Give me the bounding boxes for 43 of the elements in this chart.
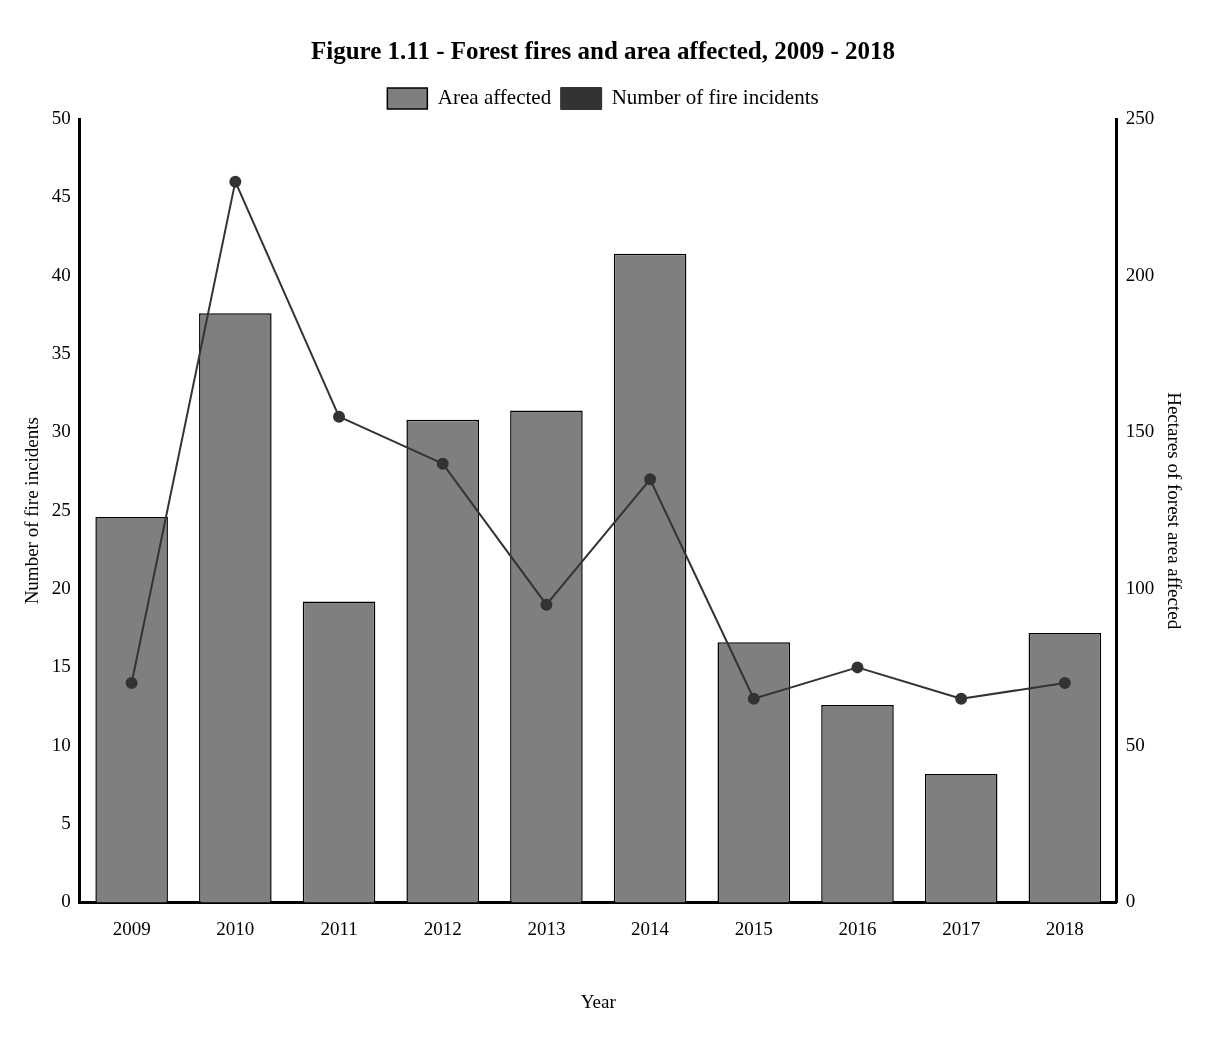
- y-tick-label: 10: [51, 733, 71, 755]
- legend-label: Number of fire incidents: [611, 85, 819, 110]
- x-tick-label: 2018: [1045, 917, 1084, 939]
- y-tick-label: 5: [61, 812, 71, 834]
- y2-tick-label: 0: [1125, 890, 1136, 912]
- x-tick-label: 2016: [838, 917, 877, 939]
- x-tick-label: 2010: [216, 917, 255, 939]
- y2-axis-title: Hectares of forest area affected: [1163, 392, 1185, 630]
- y-tick-label: 15: [51, 655, 71, 677]
- point: [540, 598, 553, 611]
- point: [229, 175, 242, 188]
- y-tick-label: 0: [61, 890, 71, 912]
- point: [1058, 677, 1071, 690]
- x-axis-title: Year: [580, 990, 617, 1012]
- point: [333, 410, 346, 423]
- legend-label: Area affected: [437, 85, 552, 110]
- y-axis-title: Number of fire incidents: [21, 417, 43, 605]
- x-tick-label: 2017: [942, 917, 981, 939]
- y-tick-label: 50: [51, 106, 71, 128]
- y-tick-label: 35: [51, 342, 71, 363]
- x-tick-label: 2009: [112, 917, 151, 939]
- y2-tick-label: 150: [1125, 420, 1155, 442]
- point: [436, 457, 449, 470]
- x-tick-label: 2014: [631, 917, 670, 939]
- y-tick-label: 45: [51, 185, 71, 207]
- x-tick-label: 2015: [734, 917, 773, 939]
- point: [644, 473, 657, 486]
- y-tick-label: 25: [51, 498, 71, 520]
- y2-tick-label: 50: [1125, 733, 1145, 755]
- x-tick-label: 2013: [527, 917, 566, 939]
- y-tick-label: 40: [51, 263, 71, 285]
- point: [851, 661, 864, 674]
- x-tick-label: 2012: [423, 917, 462, 939]
- y2-tick-label: 250: [1125, 106, 1155, 128]
- y2-tick-label: 100: [1125, 577, 1155, 599]
- y-tick-label: 30: [51, 420, 71, 442]
- x-tick-label: 2011: [320, 917, 358, 939]
- point: [747, 692, 760, 705]
- y2-tick-label: 200: [1125, 263, 1155, 285]
- point: [125, 677, 138, 690]
- y-tick-label: 20: [51, 577, 71, 599]
- point: [955, 692, 968, 705]
- chart-title: Figure 1.11 - Forest fires and area affected, 2009 - 2018: [310, 37, 896, 65]
